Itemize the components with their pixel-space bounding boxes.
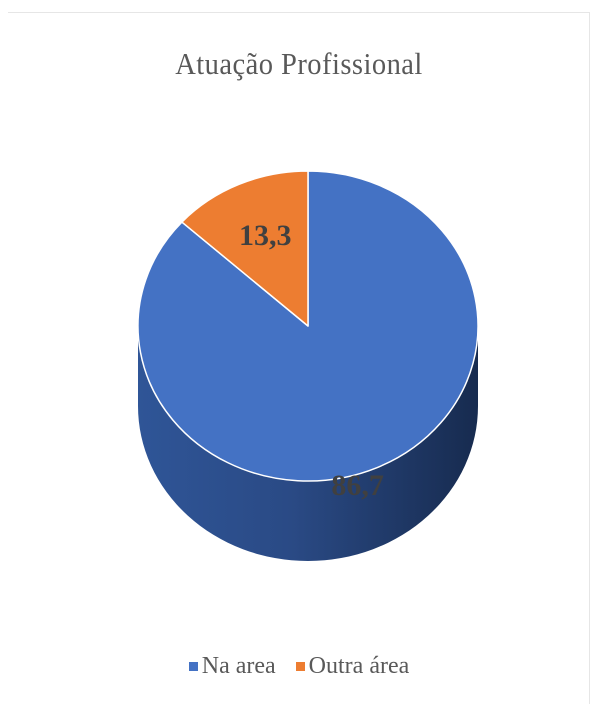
pie-side [138, 326, 478, 561]
legend-label-na-area: Na area [201, 653, 276, 680]
legend-swatch-na-area [188, 662, 198, 672]
pie-side-wall [138, 326, 478, 561]
legend: Na area Outra área [0, 652, 598, 680]
legend-item-na-area: Na area [188, 652, 276, 680]
pie-slices [137, 170, 479, 482]
legend-label-outra-area: Outra área [308, 653, 410, 680]
slice-outra-area [181, 170, 309, 327]
data-label-na-area: 86,7 [331, 469, 384, 502]
pie-labels: 86,7 13,3 [239, 219, 384, 502]
legend-swatch-outra-area [295, 662, 305, 672]
legend-item-outra-area: Outra área [295, 652, 410, 680]
chart-title: Atuação Profissional [175, 46, 423, 81]
data-label-outra-area: 13,3 [239, 219, 292, 252]
